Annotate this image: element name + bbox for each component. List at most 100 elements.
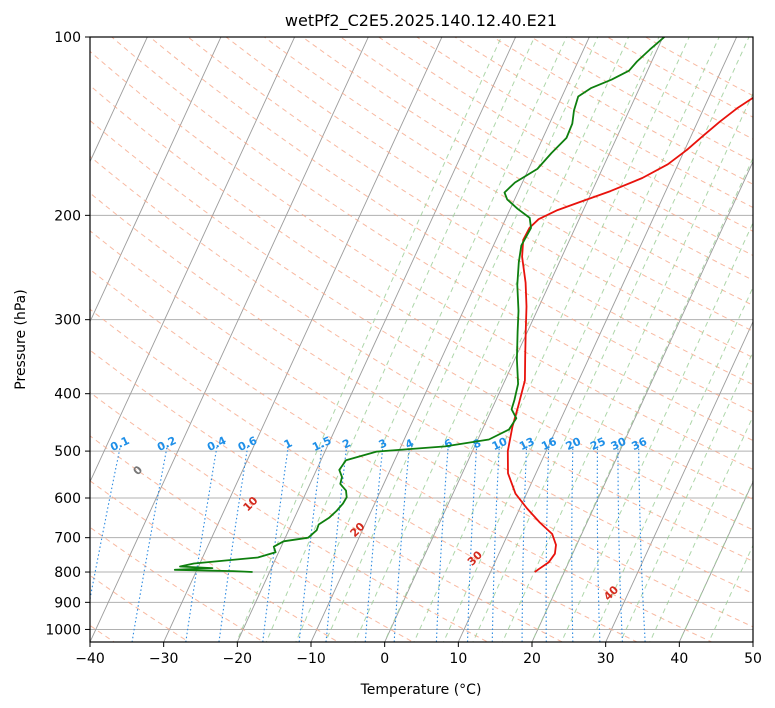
dry-adiabat-line: [90, 268, 713, 642]
x-tick-label: 10: [449, 651, 467, 667]
y-tick-label: 200: [54, 208, 81, 224]
dry-adiabat-line: [530, 37, 753, 163]
moist-adiabat-line: [383, 37, 660, 642]
mixing-ratio-line: [617, 445, 623, 642]
isotherm-line: [90, 37, 369, 642]
moist-adiabat-line: [236, 37, 502, 642]
dry-adiabat-line: [110, 37, 753, 442]
moist-adiabat-line: [619, 350, 753, 642]
x-tick-label: −20: [223, 651, 253, 667]
mixing-ratio-line: [185, 445, 218, 642]
x-axis-label: Temperature (°C): [360, 682, 482, 698]
dry-adiabat-line: [90, 50, 753, 471]
x-tick-label: −40: [75, 651, 105, 667]
moist-adiabat-line: [590, 286, 753, 642]
y-tick-label: 1000: [45, 622, 81, 638]
moist-adiabat-line: [531, 156, 753, 642]
mixing-ratio-line: [638, 445, 646, 642]
dry-adiabat-label: 30: [465, 548, 485, 568]
mixing-ratio-label: 20: [564, 435, 584, 453]
y-tick-label: 300: [54, 313, 81, 329]
dry-adiabat-line: [453, 37, 753, 209]
isotherm-line: [457, 37, 738, 642]
mixing-ratio-label: 2: [340, 436, 352, 451]
dry-adiabat-line: [90, 119, 753, 531]
x-tick-label: −10: [296, 651, 326, 667]
isotherm-line: [310, 37, 590, 642]
y-tick-label: 500: [54, 444, 81, 460]
mixing-ratio-line: [298, 445, 323, 642]
moist-adiabat-line: [295, 37, 568, 642]
dry-adiabat-line: [339, 37, 753, 281]
mixing-ratio-line: [571, 445, 574, 642]
moist-adiabat-line: [560, 221, 753, 642]
isotherm-line: [90, 37, 148, 163]
moist-adiabat-line: [324, 37, 599, 642]
axes: −40 −30 −20 −10 0 10 20 30 40 5010009008007006005…: [45, 30, 762, 667]
mixing-ratio-line: [435, 445, 449, 642]
mixing-ratio-line: [218, 445, 249, 642]
dry-adiabat-line: [415, 37, 753, 232]
y-tick-label: 600: [54, 491, 81, 507]
mixing-ratio-label: 25: [588, 435, 607, 453]
dry-adiabat-line: [90, 526, 265, 642]
moist-adiabat-line: [413, 37, 690, 642]
mixing-ratio-line: [325, 445, 348, 642]
dry-adiabat-line: [90, 192, 753, 595]
x-tick-label: −30: [149, 651, 179, 667]
moist-adiabat-line: [442, 37, 720, 642]
moist-adiabat-line: [649, 415, 753, 642]
y-tick-label: 700: [54, 531, 81, 547]
mixing-ratio-label: 1: [282, 436, 294, 451]
y-tick-label: 400: [54, 387, 81, 403]
isotherm-line: [384, 37, 664, 642]
dry-adiabat-line: [90, 155, 753, 562]
moist-adiabat-line: [354, 37, 630, 642]
dry-adiabat-line: [90, 391, 489, 642]
isotherm-line: [90, 37, 222, 323]
dry-adiabat-line: [149, 37, 753, 413]
y-tick-label: 900: [54, 595, 81, 611]
isotherm-line: [236, 37, 517, 642]
mixing-ratio-label: 36: [630, 435, 650, 453]
mixing-ratio-line: [466, 445, 478, 642]
mixing-ratio-line: [521, 445, 528, 642]
mixing-ratio-label: 8: [471, 436, 483, 451]
x-tick-label: 40: [670, 651, 688, 667]
x-tick-label: 0: [380, 651, 389, 667]
mixing-ratio-line: [364, 445, 384, 642]
mixing-ratio-label: 13: [517, 435, 536, 453]
isotherm-line: [0, 24, 80, 654]
mixing-ratio-line: [90, 445, 121, 602]
dry-adiabat-line: [90, 574, 190, 642]
plot-area: -100-90-80-70-60-50-40-30-20-10010203040…: [0, 24, 753, 654]
isotherm-line: [752, 640, 753, 642]
dry-adiabat-line: [90, 480, 340, 642]
isotherm-line: [605, 320, 753, 642]
y-tick-label: 800: [54, 565, 81, 581]
moist-adiabat-line: [265, 37, 536, 642]
isotherm-line: [0, 24, 6, 654]
mixing-ratio-line: [393, 445, 410, 642]
temperature-profile-line: [506, 96, 753, 573]
mixing-ratio-label: 10: [490, 435, 510, 453]
isotherm-line: [90, 37, 296, 483]
isotherm-line: [678, 480, 753, 642]
mixing-ratio-line: [131, 445, 168, 642]
chart-title: wetPf2_C2E5.2025.140.12.40.E21: [285, 11, 557, 31]
y-tick-label: 100: [54, 30, 81, 46]
dry-adiabat-label: 0: [131, 463, 146, 478]
dewpoint-profile-line: [173, 37, 665, 573]
dry-adiabat-line: [90, 84, 753, 500]
mixing-ratio-label: 6: [442, 436, 455, 451]
x-tick-label: 50: [744, 651, 762, 667]
moist-adiabat-line: [708, 544, 753, 642]
moist-adiabat-line: [678, 479, 753, 642]
dry-adiabat-label: 40: [601, 583, 621, 603]
mixing-ratio-label: 16: [539, 435, 559, 453]
x-tick-label: 20: [523, 651, 541, 667]
plot-frame: [89, 36, 754, 643]
y-axis-label: Pressure (hPa): [13, 289, 29, 389]
moist-adiabat-line: [472, 37, 750, 642]
